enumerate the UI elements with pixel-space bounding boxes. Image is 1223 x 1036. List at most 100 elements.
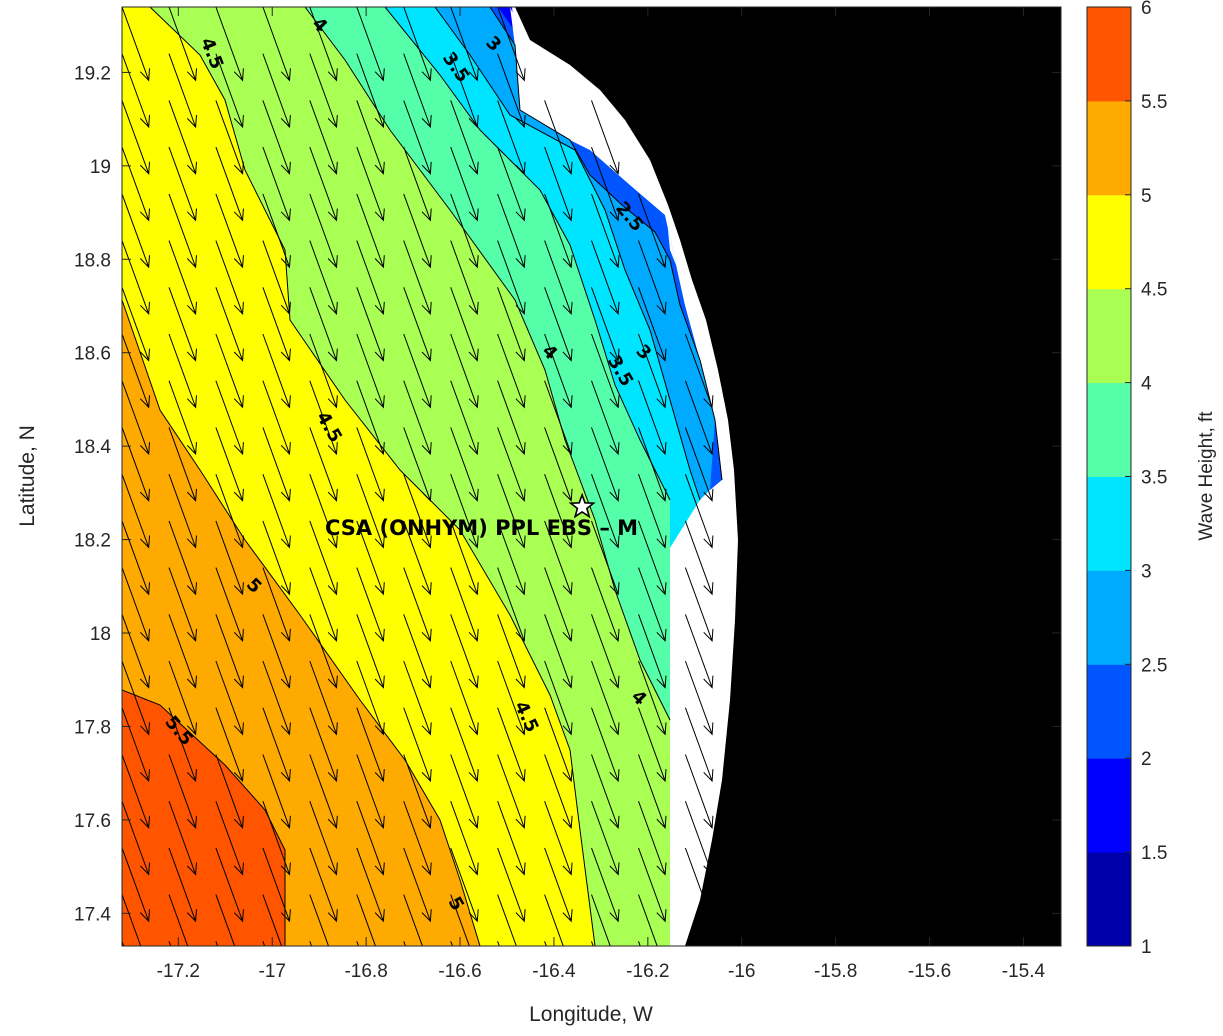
contour-line-5.5 (122, 689, 286, 946)
wave-vector-arrow (168, 100, 197, 175)
wave-vector-arrow (450, 53, 479, 129)
wave-vector-arrow (122, 427, 150, 502)
wave-vector-arrow (544, 801, 573, 876)
contour-lines (122, 7, 723, 946)
wave-vector-arrow (122, 333, 150, 409)
wave-vector-arrow (684, 754, 714, 829)
wave-vector-arrow (638, 614, 667, 689)
wave-vector-arrow (403, 146, 432, 222)
wave-vector-arrow (309, 193, 338, 269)
wave-vector-arrow (122, 520, 150, 596)
wave-vector-arrow (309, 567, 338, 643)
wave-vector-arrow (544, 193, 573, 269)
x-tick-label: -16.2 (626, 961, 669, 982)
wave-vector-arrow (215, 567, 244, 643)
colorbar-tick-label: 2 (1141, 749, 1152, 770)
wave-vector-arrow (638, 801, 667, 876)
wave-vector-arrow (403, 7, 432, 82)
x-tick-label: -15.4 (1002, 961, 1046, 982)
wave-vector-arrow (638, 520, 667, 596)
wave-vector-arrow (638, 240, 667, 316)
wave-vector-arrow (263, 988, 291, 1036)
wave-vector-arrow (684, 707, 714, 783)
wave-vector-arrow (168, 7, 197, 82)
wave-vector-arrow (450, 754, 479, 829)
wave-vector-arrow (309, 754, 338, 829)
wave-vector-arrow (684, 801, 714, 876)
wave-vector-arrow (591, 801, 620, 876)
wave-vector-arrow (215, 193, 244, 269)
wave-vector-arrow (215, 146, 244, 222)
wave-vector-arrow (403, 567, 432, 643)
y-tick-label: 19.2 (74, 63, 111, 84)
wave-vector-arrow (403, 287, 432, 362)
colorbar-swatch (1087, 570, 1131, 665)
wave-vector-arrow (497, 240, 526, 316)
wave-vector-arrow (168, 847, 197, 923)
wave-vector-arrow (544, 847, 573, 923)
wave-vector-arrow (450, 660, 479, 736)
colorbar-swatch (1087, 7, 1131, 102)
wave-vector-arrow (403, 193, 432, 269)
wave-vector-arrow (403, 894, 423, 946)
wave-vector-arrow (168, 240, 197, 316)
wave-vector-arrow (168, 474, 197, 549)
wave-vector-arrow (497, 660, 526, 736)
wave-vector-arrow (356, 707, 385, 783)
site-marker: CSA (ONHYM) PPL EBS – M (325, 492, 638, 540)
wave-vector-arrow (309, 240, 338, 316)
wave-vector-arrow (309, 146, 338, 222)
wave-vector-arrow (403, 380, 432, 456)
wave-vector-arrow (122, 941, 125, 946)
wave-vector-arrow (262, 7, 291, 82)
wave-vector-arrow (638, 894, 658, 946)
wave-vector-arrow (168, 660, 197, 736)
x-tick-label: -15.6 (908, 961, 951, 982)
site-label: CSA (ONHYM) PPL EBS – M (325, 516, 638, 540)
contour-line-4 (304, 7, 671, 721)
wave-vector-arrow (262, 53, 291, 129)
wave-vector-arrow (122, 801, 150, 876)
colorbar-tick-label: 3.5 (1141, 468, 1167, 489)
wave-vector-arrow (544, 520, 573, 596)
wave-vector-arrow (122, 894, 142, 946)
wave-vector-arrow (450, 333, 479, 409)
wave-vector-arrow (309, 427, 338, 502)
wave-vector-arrow (262, 847, 291, 923)
y-tick-label: 18.6 (74, 344, 111, 365)
wave-vector-arrow (122, 193, 150, 269)
wave-vector-arrow (403, 474, 432, 549)
wave-vector-arrow (497, 894, 517, 946)
wave-vector-arrow (450, 520, 479, 596)
colorbar-swatch (1087, 664, 1131, 759)
wave-vector-arrow (544, 427, 573, 502)
wave-vector-arrow (356, 660, 385, 736)
wave-vector-arrow (168, 894, 189, 946)
wave-vector-arrow (497, 287, 526, 362)
wave-vector-arrow (309, 941, 313, 946)
colorbar-swatch (1087, 288, 1131, 384)
colorbar-tick-label: 5 (1141, 186, 1152, 207)
wave-vector-arrow (497, 801, 526, 876)
y-axis-ticks: 17.4 17.6 17.8 18 18.2 18.4 18.6 18.8 19 19.2 (74, 63, 1061, 925)
wave-vector-arrow (403, 847, 432, 923)
wave-vector-arrow (451, 988, 479, 1036)
band-1.5-2 (498, 7, 514, 30)
wave-vector-arrow (169, 988, 197, 1036)
wave-vector-arrow (591, 240, 620, 316)
wave-vector-arrow (122, 7, 150, 82)
band-4.5-5 (122, 7, 595, 946)
wave-vector-arrow (215, 100, 244, 175)
x-tick-label: -15.8 (814, 961, 857, 982)
wave-vector-arrow (544, 287, 573, 362)
wave-vector-arrow (215, 801, 244, 876)
band-5-5.5 (122, 300, 480, 946)
wave-vector-arrow (309, 707, 338, 783)
wave-vector-arrow (309, 520, 338, 596)
wave-vector-arrow (215, 380, 244, 456)
wave-vector-arrow (450, 100, 479, 175)
wave-vector-arrow (497, 333, 526, 409)
wave-vector-arrow (544, 146, 573, 222)
wave-vector-arrow (497, 193, 526, 269)
